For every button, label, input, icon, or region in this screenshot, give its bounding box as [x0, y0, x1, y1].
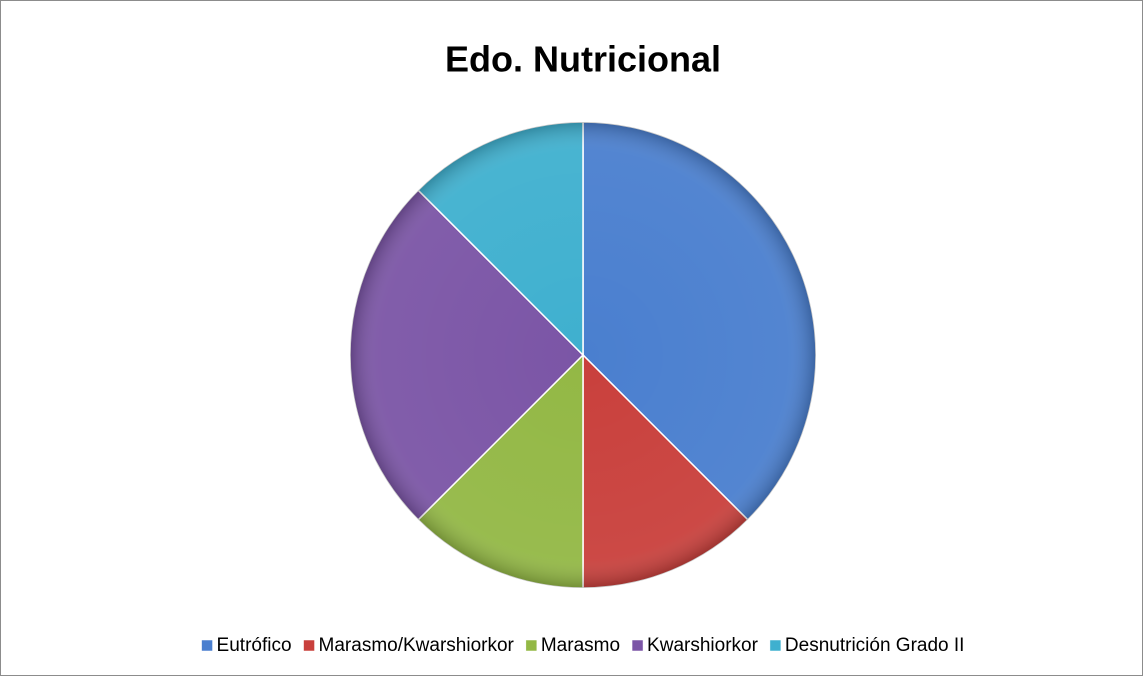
- legend-label: Eutrófico: [217, 635, 292, 656]
- legend-swatch: [631, 639, 644, 652]
- legend-swatch: [303, 639, 315, 652]
- legend-label: Kwarshiorkor: [647, 635, 759, 656]
- legend-label: Desnutrición Grado II: [785, 635, 965, 656]
- legend-label: Marasmo/Kwarshiorkor: [319, 635, 515, 656]
- legend-label: Marasmo: [541, 635, 620, 656]
- chart-title: Edo. Nutricional: [445, 39, 721, 80]
- legend: Eutrófico Marasmo/Kwarshiorkor Marasmo Kwar…: [201, 635, 965, 656]
- legend-swatch: [201, 639, 213, 652]
- legend-swatch: [769, 639, 782, 652]
- legend-swatch: [525, 639, 538, 652]
